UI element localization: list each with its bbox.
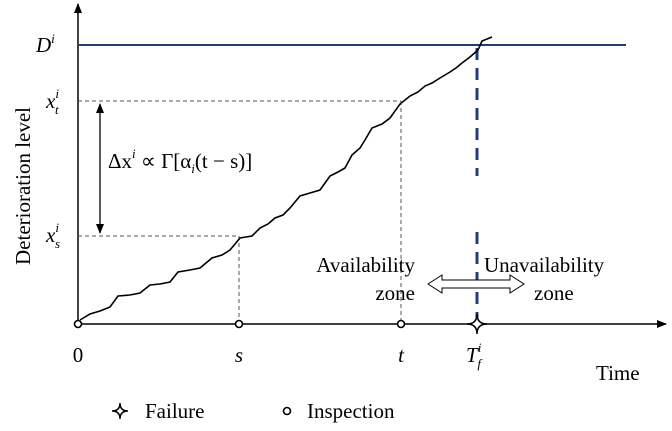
- zone-label: Availability: [316, 253, 415, 277]
- sub: i: [191, 161, 195, 176]
- zone-label: Unavailability: [484, 253, 605, 277]
- part: Δx: [108, 149, 133, 173]
- sub: t: [55, 102, 59, 117]
- legend-inspection-icon: [282, 406, 292, 416]
- legend-entry: Inspection: [307, 399, 395, 423]
- base: x: [45, 223, 56, 247]
- failure-time-label: Ti f: [466, 340, 483, 371]
- label: Inspection: [307, 399, 395, 423]
- guides: [78, 100, 402, 324]
- sup: i: [55, 220, 59, 235]
- line: Unavailability: [484, 253, 605, 277]
- legend-failure-icon: [111, 402, 129, 420]
- label: t: [398, 343, 405, 367]
- zone-label: zone: [534, 281, 574, 305]
- failure-marker: [466, 313, 488, 335]
- part: ∝ Γ[α: [136, 149, 192, 173]
- degradation-path: [79, 36, 493, 321]
- sup: i: [478, 340, 482, 355]
- time-label: t: [398, 343, 405, 367]
- sup: i: [132, 146, 136, 161]
- label: Failure: [145, 399, 204, 423]
- level-label: xi t: [45, 86, 59, 117]
- y-axis-label: Deterioration level: [11, 107, 35, 265]
- label: 0: [73, 343, 84, 367]
- label: s: [235, 343, 243, 367]
- base: D: [35, 33, 51, 57]
- part: (t − s)]: [195, 149, 252, 173]
- increment-formula: Δxi ∝ Γ[αi(t − s)]: [108, 146, 252, 176]
- line: zone: [375, 281, 415, 305]
- line: zone: [534, 281, 574, 305]
- label: Deterioration level: [11, 107, 35, 265]
- time-label: s: [235, 343, 243, 367]
- level-label: xi s: [45, 220, 60, 251]
- inspections: [73, 319, 406, 329]
- threshold-label: Di: [35, 31, 55, 57]
- sup: i: [51, 31, 55, 46]
- zone-arrow: [427, 274, 525, 294]
- line: Availability: [316, 253, 415, 277]
- sub: f: [477, 356, 483, 371]
- sub: s: [55, 236, 60, 251]
- base: T: [466, 343, 479, 367]
- time-label: 0: [73, 343, 84, 367]
- sup: i: [55, 86, 59, 101]
- base: x: [45, 89, 56, 113]
- legend-entry: Failure: [145, 399, 204, 423]
- x-axis-label: Time: [596, 361, 640, 385]
- label: Time: [596, 361, 640, 385]
- zone-label: zone: [375, 281, 415, 305]
